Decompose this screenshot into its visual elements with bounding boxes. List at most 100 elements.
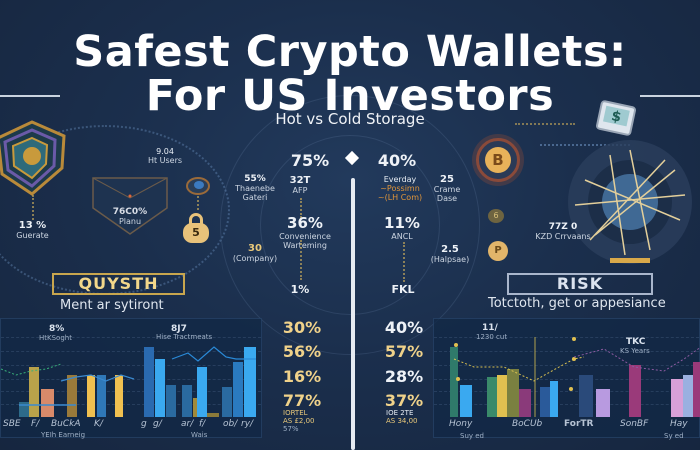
small-coin-icon: 6 — [488, 209, 504, 223]
left-stat-c-label1: Convenience — [279, 232, 331, 241]
bar — [233, 362, 243, 417]
title-rule-right — [640, 95, 700, 97]
bar — [29, 367, 39, 417]
box-stat-label: Planu — [118, 217, 142, 226]
right-stat-d-label: (Halpsae) — [430, 255, 470, 264]
right-stat-d-value: 2.5 — [441, 244, 459, 255]
right-stat-b-value: 25 — [440, 174, 454, 185]
right-headline-stat: 40% — [367, 151, 427, 170]
bar — [207, 413, 219, 417]
left-foot-line2: AS £2,00 — [283, 417, 315, 425]
left-chart-a-bars — [1, 319, 131, 417]
bar — [155, 359, 165, 417]
users-stat: 9.04 Ht Users — [140, 147, 190, 165]
bar — [67, 375, 77, 417]
left-stat-d: 30 (Company) — [225, 243, 285, 263]
cold-storage-risk-box: RISK — [507, 273, 653, 295]
right-percent-1: 40% — [384, 318, 424, 337]
bar — [497, 375, 507, 417]
right-chart-b-trend — [574, 347, 700, 372]
right-stat-c-label: ANCL — [391, 232, 413, 241]
left-chart-b-bars — [136, 319, 261, 417]
right-chart-b-bars — [574, 319, 700, 417]
center-vault-ring-inner — [260, 135, 440, 315]
center-divider — [351, 178, 355, 450]
hot-storage-caption: Ment ar sytiront — [60, 298, 164, 313]
left-headline-value: 75% — [290, 151, 330, 170]
phone-connector — [515, 123, 575, 125]
bar — [596, 389, 610, 417]
left-chart-b-title: 8J7 — [171, 324, 187, 334]
left-stat-connector — [300, 198, 302, 218]
title-rule-left — [0, 95, 60, 97]
right-percent-2: 57% — [384, 342, 424, 361]
left-chart-b-xtick-3: ar/ — [181, 419, 194, 429]
lock-connector — [197, 196, 199, 210]
right-chart-b-title: TKC — [626, 337, 646, 347]
padlock-glyph: 5 — [183, 223, 209, 243]
left-chart-a-subtitle: HtKSoght — [39, 334, 72, 342]
right-chart-a-xtick-2: BoCUb — [512, 419, 543, 429]
misc-right-stat-value: 77Z 0 — [548, 222, 578, 232]
left-stat-c: 36% Convenience Warteming — [265, 214, 345, 250]
bar — [487, 377, 497, 417]
left-stat-b: 32T AFP — [280, 175, 320, 195]
bar — [197, 367, 207, 417]
users-stat-label: Ht Users — [147, 156, 183, 165]
diamond-box-icon — [92, 177, 168, 235]
left-stat-a-value: 55% — [244, 174, 266, 184]
right-stat-a: Everday ~Possimn ~(LH Com) — [370, 175, 430, 202]
pendant-coin-icon: P — [488, 241, 508, 261]
left-stat-b-label: AFP — [292, 186, 308, 195]
right-stat-c: 11% ANCL — [372, 214, 432, 241]
left-stat-c-value: 36% — [287, 214, 323, 232]
left-percent-2: 56% — [282, 342, 322, 361]
bar — [579, 375, 593, 417]
right-stat-b-label2: Dase — [436, 194, 458, 203]
left-headline-stat: 75% — [280, 151, 340, 170]
right-chart-a-xtick-1: Hony — [449, 419, 473, 429]
right-chart-b-xtick-1: SonBF — [620, 419, 649, 429]
right-marker: FKL — [388, 283, 418, 296]
bitcoin-coin-icon: B — [476, 138, 520, 182]
bar — [182, 385, 192, 417]
right-foot-line2: AS 34,00 — [386, 417, 418, 425]
left-percent-4: 77% — [282, 391, 322, 410]
left-chart-a-xtick-2: F/ — [31, 419, 40, 429]
left-chart-b-subtitle: Hise Tractmeats — [156, 333, 213, 341]
left-percent-3: 16% — [282, 367, 322, 386]
misc-right-stat: 77Z 0 KZD Crrvaans — [528, 222, 598, 241]
left-stat-d-value: 30 — [248, 243, 262, 254]
right-chart-a-trend — [453, 337, 585, 417]
bar — [19, 402, 29, 417]
left-chart-a-xtick-3: BuCkA — [51, 419, 81, 429]
left-chart-b-xlabel: Wais — [191, 431, 208, 439]
left-chart-a-xtick-4: K/ — [94, 419, 103, 429]
left-chart-b-xtick-6: ry/ — [241, 419, 254, 429]
bar — [540, 387, 552, 417]
right-chart-b-xlabel: Sy ed — [664, 432, 684, 440]
bar — [166, 385, 176, 417]
right-stat-b-label1: Crame — [433, 185, 461, 194]
users-stat-value: 9.04 — [156, 147, 174, 156]
left-chart-a-trend — [1, 363, 135, 406]
hot-storage-label-box: QUYSTH — [52, 273, 185, 295]
right-chart-a-subtitle: 1230 cut — [476, 333, 508, 341]
right-stat-c-value: 11% — [384, 214, 420, 232]
right-column-connector — [403, 242, 405, 282]
left-foot-line1: IORTEL — [283, 409, 308, 417]
right-stat-a-label2: ~Possimn — [380, 184, 420, 193]
misc-right-stat-label: KZD Crrvaans — [535, 232, 591, 241]
padlock-icon: 5 — [181, 213, 211, 243]
phone-glyph: $ — [603, 105, 630, 127]
shield-connector — [32, 195, 34, 220]
bar — [629, 365, 641, 417]
phone-dollar-icon: $ — [595, 99, 637, 137]
box-stat-value: 76C0% — [112, 207, 148, 217]
left-column-connector — [300, 240, 302, 280]
right-stat-a-label3: ~(LH Com) — [377, 193, 423, 202]
page-title-line1: Safest Crypto Wallets: — [73, 27, 627, 77]
box-stat: 76C0% Planu — [100, 207, 160, 226]
right-percent-3: 28% — [384, 367, 424, 386]
bar — [507, 369, 519, 417]
